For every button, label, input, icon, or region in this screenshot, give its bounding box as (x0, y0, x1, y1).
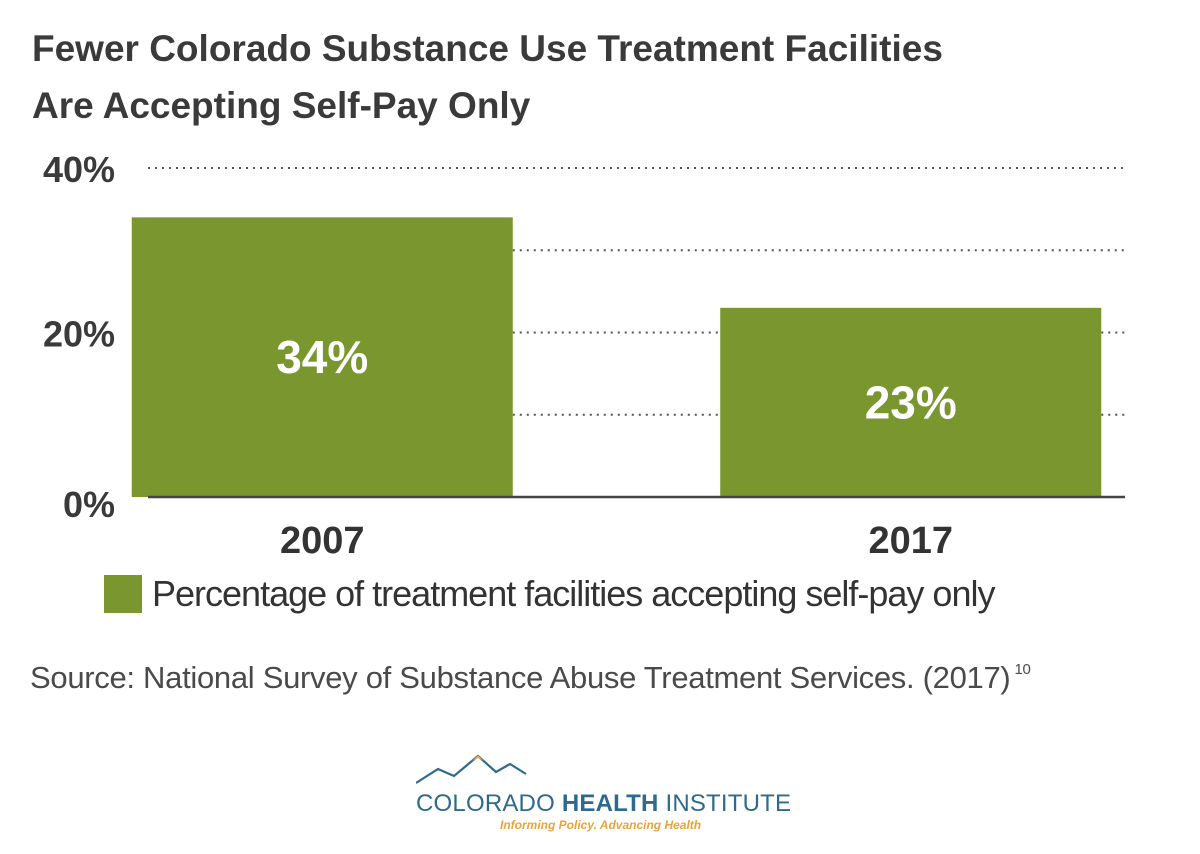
y-tick-label-20: 20% (43, 314, 115, 355)
bar-2007 (131, 217, 513, 497)
bar-2017 (720, 307, 1102, 497)
logo-word-colorado: COLORADO (416, 790, 562, 817)
chart-title-line-2: Are Accepting Self-Pay Only (32, 85, 531, 126)
chart-title: Fewer Colorado Substance Use Treatment F… (32, 20, 1152, 134)
legend-swatch (104, 575, 142, 613)
x-tick-label-2017: 2017 (868, 520, 953, 562)
colorado-health-institute-logo: COLORADO HEALTH INSTITUTE Informing Poli… (410, 750, 791, 840)
source-footnote: 10 (1014, 661, 1031, 678)
chart-title-line-1: Fewer Colorado Substance Use Treatment F… (32, 28, 943, 69)
logo-word-health: HEALTH (561, 790, 659, 817)
y-tick-label-0: 0% (63, 484, 115, 525)
logo-tagline: Informing Policy. Advancing Health (500, 818, 702, 832)
y-axis-ticks: 0% 20% 40% (43, 149, 115, 525)
x-tick-label-2007: 2007 (280, 520, 365, 562)
bar-data-label-2007: 34% (276, 331, 368, 383)
gridlines (148, 167, 1125, 416)
bar-data-label-2017: 23% (865, 376, 957, 428)
legend: Percentage of treatment facilities accep… (104, 573, 995, 614)
logo-word-institute: INSTITUTE (658, 790, 792, 817)
logo-wordmark: COLORADO HEALTH INSTITUTE (416, 790, 791, 818)
y-tick-label-40: 40% (43, 149, 115, 190)
legend-label: Percentage of treatment facilities accep… (152, 573, 995, 614)
bar-chart: 34% 23% 0% 20% 40% 2007 2017 (43, 149, 1125, 562)
source-note: Source: National Survey of Substance Abu… (30, 660, 1031, 696)
mountain-logo-icon (416, 754, 527, 784)
source-text: Source: National Survey of Substance Abu… (30, 660, 1011, 695)
x-axis-ticks: 2007 2017 (280, 520, 953, 562)
bars: 34% 23% (131, 217, 1102, 497)
